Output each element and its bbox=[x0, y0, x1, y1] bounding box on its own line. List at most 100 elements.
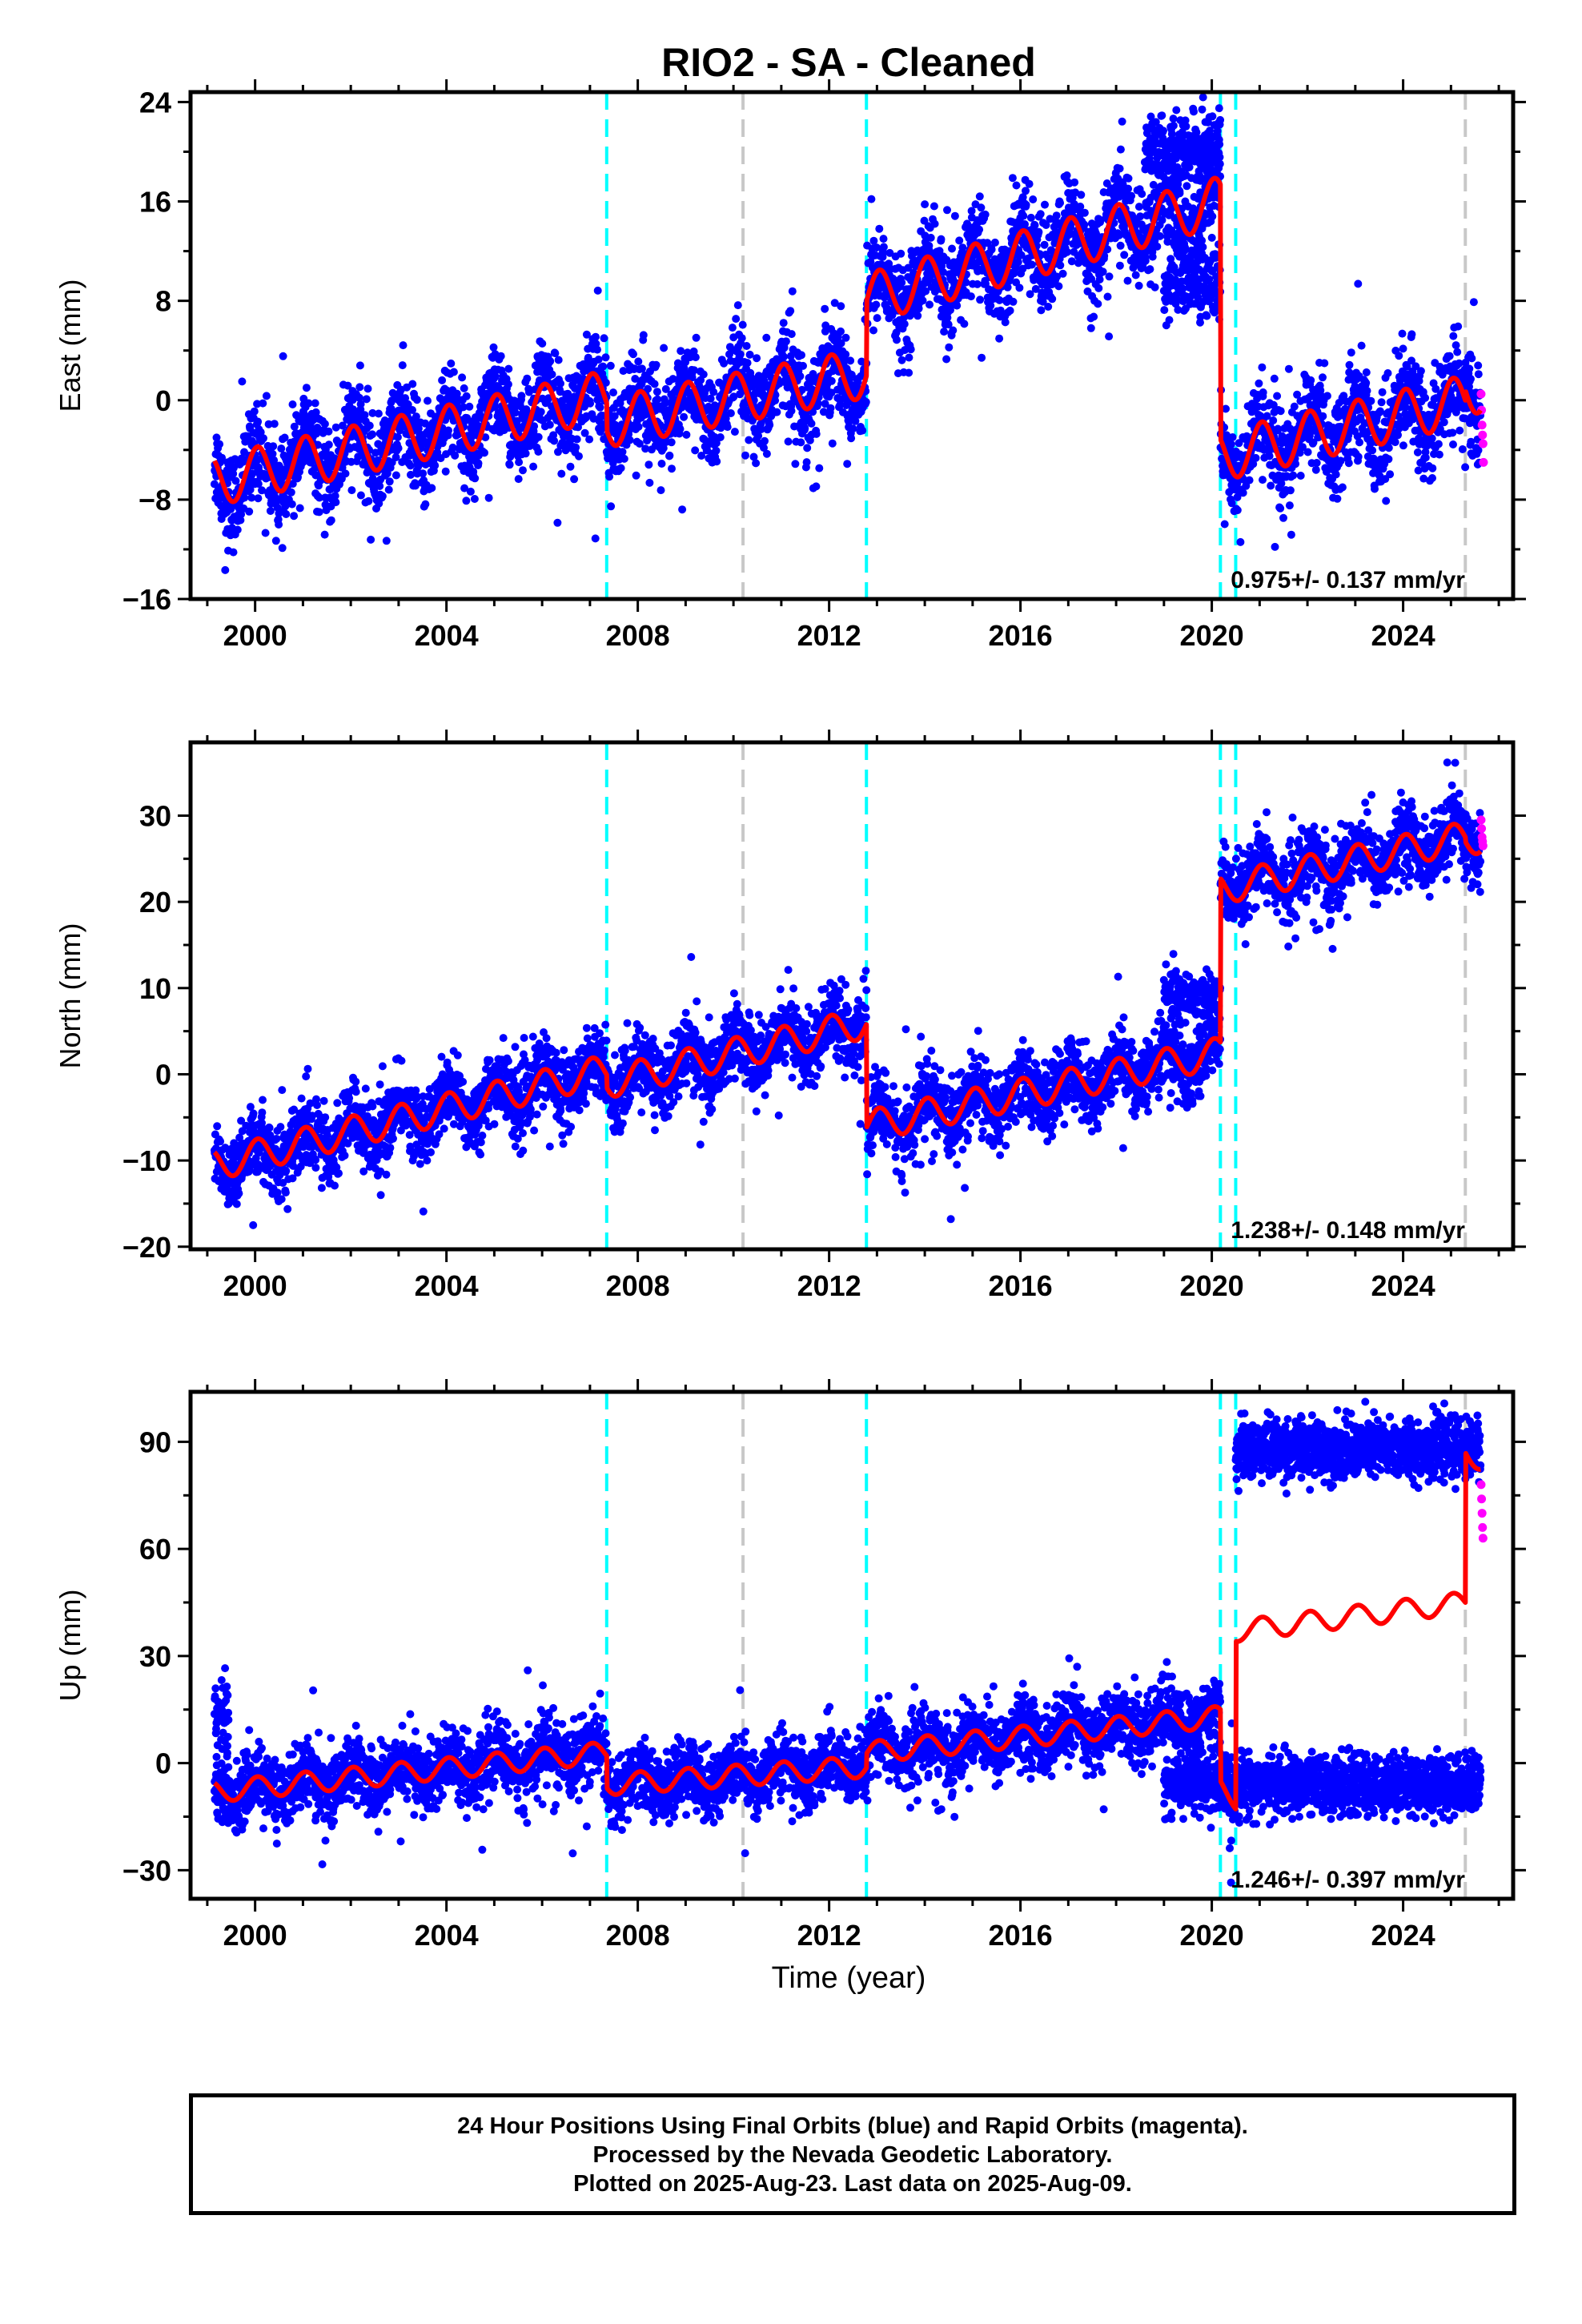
data-point bbox=[799, 362, 807, 370]
data-point bbox=[605, 472, 613, 480]
data-point bbox=[1384, 369, 1392, 377]
data-point bbox=[1149, 253, 1157, 261]
data-point bbox=[1421, 394, 1429, 402]
data-point bbox=[1077, 191, 1085, 199]
data-point bbox=[1022, 187, 1030, 195]
data-point bbox=[1279, 514, 1287, 522]
data-point bbox=[1204, 219, 1212, 227]
data-point bbox=[995, 335, 1003, 343]
data-point bbox=[1382, 497, 1390, 505]
data-point bbox=[668, 464, 676, 472]
data-point bbox=[678, 505, 686, 513]
data-point bbox=[1428, 474, 1436, 482]
data-point bbox=[364, 497, 372, 505]
data-point bbox=[1118, 118, 1126, 126]
data-point bbox=[386, 477, 394, 485]
data-point bbox=[1094, 300, 1102, 308]
data-point bbox=[858, 427, 866, 435]
data-point bbox=[709, 388, 717, 396]
data-point bbox=[1252, 454, 1260, 462]
data-point bbox=[1037, 306, 1045, 314]
chart-title: RIO2 - SA - Cleaned bbox=[661, 40, 1036, 85]
data-point bbox=[1332, 471, 1340, 479]
time-series-figure: RIO2 - SA - Cleaned 2000 2004 2008 2012 2016… bbox=[0, 0, 1582, 2324]
data-point bbox=[976, 296, 984, 304]
data-point bbox=[1446, 352, 1454, 360]
data-point bbox=[1138, 190, 1146, 198]
data-point bbox=[234, 526, 242, 534]
data-point bbox=[399, 361, 407, 369]
data-point bbox=[575, 452, 583, 460]
data-point bbox=[729, 324, 737, 332]
data-point bbox=[269, 442, 277, 450]
data-point bbox=[279, 544, 287, 552]
data-point bbox=[632, 472, 640, 480]
data-point bbox=[1208, 234, 1216, 242]
data-point bbox=[1120, 251, 1128, 259]
data-point bbox=[953, 302, 961, 310]
data-point bbox=[829, 440, 837, 448]
data-point bbox=[1273, 392, 1281, 400]
data-point bbox=[592, 333, 600, 341]
data-point bbox=[529, 463, 537, 471]
data-point bbox=[677, 347, 685, 355]
data-point bbox=[821, 305, 829, 313]
data-point bbox=[762, 334, 770, 342]
data-point bbox=[897, 279, 905, 287]
data-point bbox=[1259, 476, 1267, 484]
data-point bbox=[602, 353, 610, 361]
data-point bbox=[444, 427, 452, 435]
data-point bbox=[347, 486, 355, 494]
data-point bbox=[1355, 438, 1363, 446]
data-point bbox=[737, 351, 745, 359]
data-point bbox=[763, 450, 771, 458]
data-point bbox=[797, 438, 805, 446]
data-point bbox=[1323, 392, 1331, 400]
data-point bbox=[741, 452, 749, 460]
data-point bbox=[780, 319, 788, 327]
data-point bbox=[364, 384, 372, 392]
data-point bbox=[1307, 376, 1315, 384]
data-point bbox=[504, 365, 512, 373]
data-point bbox=[803, 458, 811, 466]
data-point bbox=[867, 195, 875, 203]
data-point bbox=[1312, 466, 1320, 474]
data-point bbox=[645, 479, 653, 487]
data-point bbox=[693, 334, 701, 342]
data-point bbox=[1286, 501, 1294, 509]
data-point bbox=[1428, 464, 1436, 472]
data-point bbox=[949, 327, 957, 335]
data-point bbox=[841, 351, 849, 359]
data-point bbox=[1099, 267, 1107, 275]
data-point bbox=[424, 397, 432, 405]
data-point bbox=[279, 352, 287, 360]
data-point bbox=[907, 345, 915, 353]
data-point bbox=[325, 440, 333, 448]
data-point bbox=[926, 300, 934, 308]
data-point bbox=[1239, 489, 1247, 497]
data-point bbox=[812, 482, 820, 490]
data-point bbox=[727, 409, 735, 417]
data-point bbox=[788, 407, 796, 415]
data-point bbox=[556, 380, 564, 388]
data-point bbox=[1399, 441, 1407, 449]
data-point bbox=[1006, 307, 1014, 315]
data-point bbox=[893, 336, 901, 344]
data-point bbox=[1132, 271, 1140, 279]
data-point bbox=[1452, 341, 1460, 349]
data-point bbox=[251, 408, 259, 416]
data-point bbox=[1407, 330, 1415, 338]
data-point bbox=[1215, 104, 1223, 112]
data-point bbox=[991, 239, 999, 247]
data-point bbox=[791, 460, 799, 468]
data-point bbox=[967, 292, 975, 300]
data-point bbox=[325, 428, 333, 436]
data-point bbox=[1063, 248, 1071, 256]
data-point bbox=[905, 354, 913, 362]
data-point bbox=[546, 357, 554, 365]
data-point bbox=[272, 537, 280, 545]
data-point bbox=[1267, 482, 1275, 490]
data-point bbox=[1031, 221, 1039, 229]
data-point bbox=[504, 380, 512, 388]
data-point bbox=[1056, 199, 1064, 207]
